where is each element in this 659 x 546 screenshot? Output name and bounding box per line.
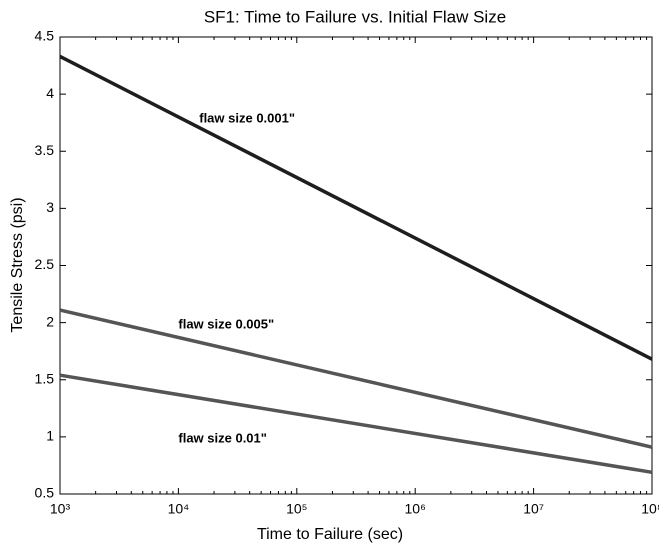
- x-axis-label: Time to Failure (sec): [257, 526, 403, 543]
- annotation: flaw size 0.001": [199, 111, 295, 126]
- line: [59, 54, 653, 361]
- y-tick-label: 1.5: [35, 370, 55, 386]
- y-tick-label: 3.5: [35, 142, 55, 158]
- x-tick-label: 10⁴: [168, 501, 190, 517]
- x-tick-label: 10³: [50, 501, 71, 517]
- y-tick-label: 3: [46, 199, 54, 215]
- chart-title: SF1: Time to Failure vs. Initial Flaw Si…: [204, 7, 506, 26]
- x-tick-label: 10⁸: [641, 501, 659, 517]
- annotation: flaw size 0.005": [178, 316, 274, 331]
- y-tick-label: 4.5: [35, 28, 55, 44]
- y-axis-label: Tensile Stress (psi): [9, 197, 26, 332]
- line: [59, 373, 653, 475]
- x-tick-label: 10⁶: [405, 501, 426, 517]
- y-tick-label: 2: [46, 313, 54, 329]
- line: [59, 308, 653, 449]
- x-tick-label: 10⁷: [523, 501, 544, 517]
- x-tick-label: 10⁵: [286, 501, 307, 517]
- y-tick-label: 2.5: [35, 256, 55, 272]
- y-tick-label: 0.5: [35, 485, 55, 501]
- y-tick-label: 4: [46, 85, 54, 101]
- annotation: flaw size 0.01": [178, 431, 267, 446]
- y-tick-label: 1: [46, 428, 54, 444]
